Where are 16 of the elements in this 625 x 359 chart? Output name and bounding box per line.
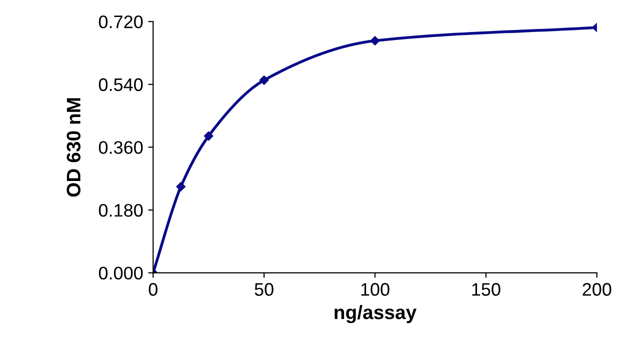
point <box>370 36 380 46</box>
y-tick-label: 0.360 <box>98 141 143 154</box>
x-tick-label: 200 <box>582 283 612 296</box>
point <box>259 76 269 85</box>
y-tick-label: 0.540 <box>98 78 143 92</box>
point <box>176 182 186 192</box>
y-tick-label: 0.720 <box>98 15 143 28</box>
x-tick-label: 150 <box>472 283 500 296</box>
x-axis-title: ng/assay <box>334 304 417 324</box>
x-tick-label: 0 <box>148 283 158 296</box>
y-axis-title: OD 630 nM <box>66 98 81 197</box>
point <box>204 131 214 141</box>
x-tick-label: 50 <box>254 283 274 296</box>
y-tick-label: 0.000 <box>98 266 143 280</box>
x-tick-label: 100 <box>361 283 390 296</box>
y-tick-label: 0.180 <box>98 204 143 217</box>
